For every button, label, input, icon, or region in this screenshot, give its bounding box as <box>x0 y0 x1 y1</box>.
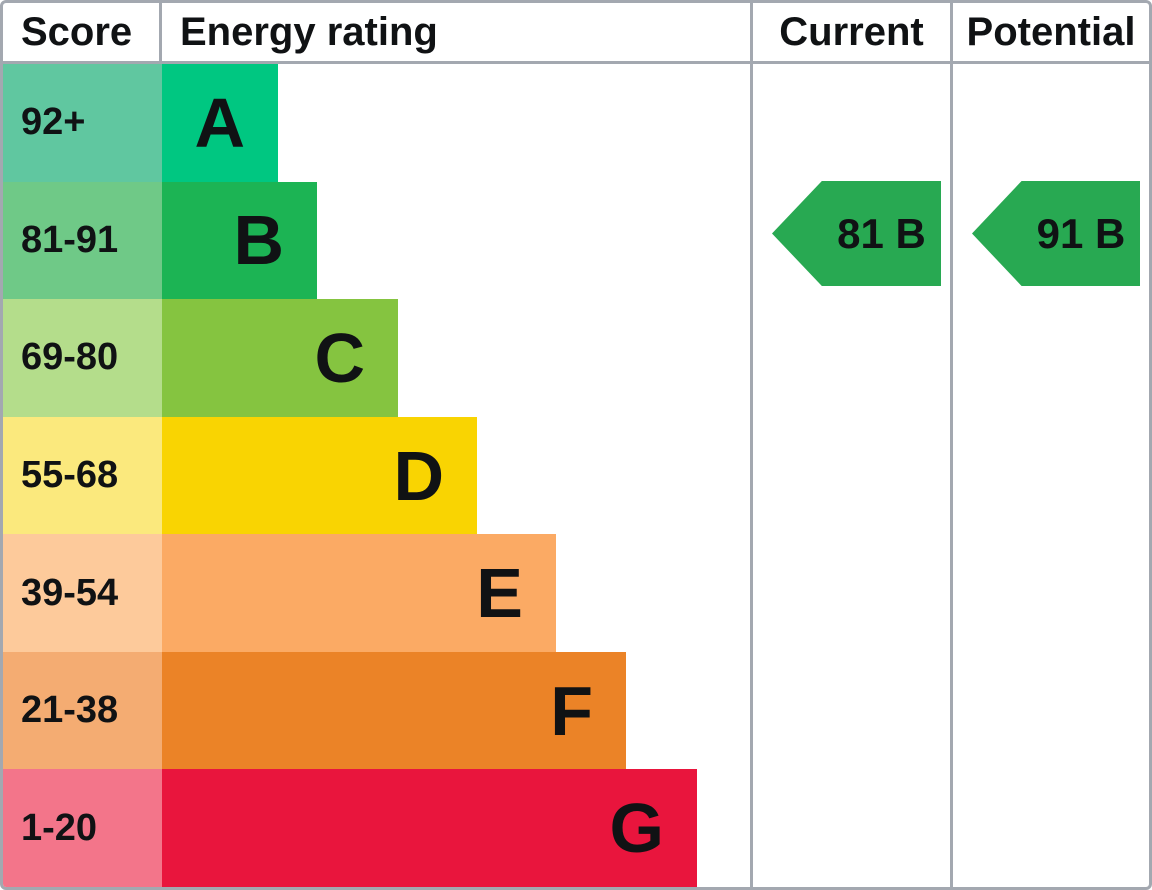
potential-column-header: Potential <box>953 3 1149 64</box>
band-score-range: 1-20 <box>3 769 162 887</box>
band-score-range: 69-80 <box>3 299 162 417</box>
band-letter: F <box>550 671 593 750</box>
potential-column: Potential 91 B <box>950 3 1149 887</box>
energy-band-row: 92+ A <box>3 64 750 182</box>
current-column-header: Current <box>753 3 950 64</box>
band-score-range: 55-68 <box>3 416 162 535</box>
band-score-range: 92+ <box>3 64 162 182</box>
band-bar: E <box>162 534 556 652</box>
current-column-body: 81 B <box>753 64 950 887</box>
band-bar: F <box>162 651 626 770</box>
band-score-range: 39-54 <box>3 534 162 652</box>
potential-rating-arrow: 91 B <box>972 181 1140 286</box>
band-letter: G <box>609 789 664 868</box>
band-letter: D <box>393 436 444 515</box>
band-letter: B <box>233 201 284 280</box>
energy-band-row: 21-38 F <box>3 651 750 770</box>
current-column: Current 81 B <box>750 3 950 887</box>
band-score-range: 81-91 <box>3 181 162 300</box>
current-rating-arrow: 81 B <box>772 181 941 286</box>
energy-band-row: 81-91 B <box>3 181 750 300</box>
band-score-range: 21-38 <box>3 651 162 770</box>
band-bar: G <box>162 769 697 887</box>
band-letter: A <box>194 83 245 162</box>
energy-band-row: 55-68 D <box>3 416 750 535</box>
chart-header-row: Score Energy rating <box>3 3 750 64</box>
band-bar: A <box>162 64 278 182</box>
energy-band-row: 69-80 C <box>3 299 750 417</box>
energy-bands: 92+ A 81-91 B 69-80 C 55-68 D 39-54 E 21… <box>3 64 750 887</box>
energy-band-row: 39-54 E <box>3 534 750 652</box>
band-bar: B <box>162 181 317 300</box>
potential-column-body: 91 B <box>953 64 1149 887</box>
band-bar: C <box>162 299 398 417</box>
current-rating-label: 81 B <box>837 209 926 257</box>
band-letter: E <box>476 554 523 633</box>
energy-rating-column-header: Energy rating <box>180 10 438 54</box>
score-column-header: Score <box>3 3 162 61</box>
energy-rating-section: Score Energy rating 92+ A 81-91 B 69-80 … <box>3 3 750 887</box>
potential-rating-label: 91 B <box>1036 209 1126 257</box>
band-letter: C <box>314 318 365 397</box>
band-bar: D <box>162 416 477 535</box>
energy-band-row: 1-20 G <box>3 769 750 887</box>
